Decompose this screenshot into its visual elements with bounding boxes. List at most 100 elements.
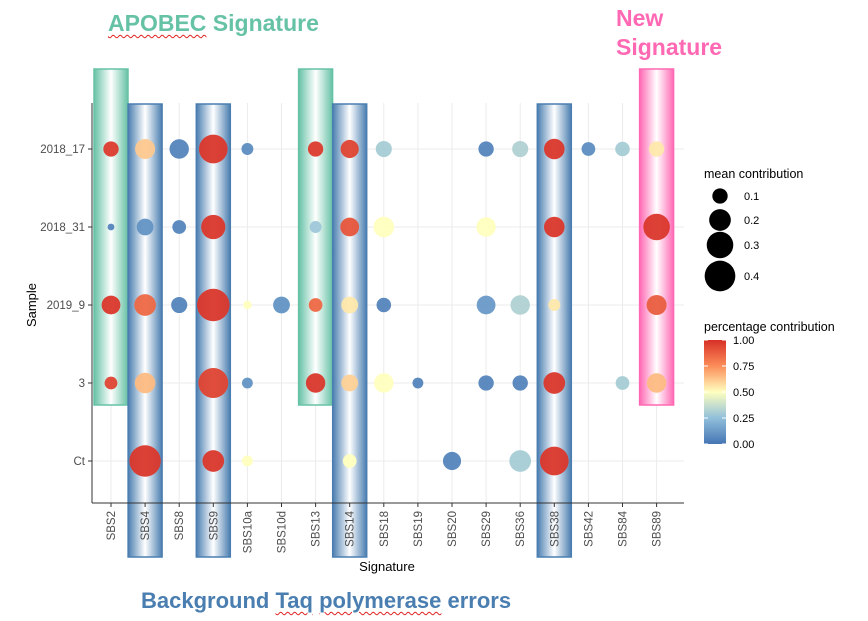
color-legend-title: percentage contribution xyxy=(704,320,835,334)
data-point xyxy=(509,450,532,472)
x-axis-label: Signature xyxy=(359,559,415,574)
y-tick-label: 3 xyxy=(79,378,85,390)
data-point xyxy=(241,377,253,389)
axes xyxy=(88,103,684,507)
x-tick-label: SBS89 xyxy=(652,511,664,547)
data-point xyxy=(103,141,119,157)
apobec-word: APOBEC xyxy=(108,10,207,36)
data-point xyxy=(241,455,253,467)
bg-pre: Background xyxy=(141,588,276,613)
size-legend-label: 0.4 xyxy=(744,271,759,283)
new-line-2: Signature xyxy=(616,34,723,60)
data-point xyxy=(615,141,630,157)
data-point xyxy=(273,296,290,314)
y-tick-label: 2019_9 xyxy=(47,300,85,312)
color-legend-label: 0.25 xyxy=(733,413,754,425)
data-point xyxy=(476,217,496,237)
data-point xyxy=(646,294,667,316)
color-legend-label: 0.00 xyxy=(733,439,754,451)
y-tick-label: 2018_31 xyxy=(40,222,85,234)
data-point xyxy=(198,368,229,398)
size-legend-key xyxy=(706,231,734,259)
highlight-box-sbs9 xyxy=(195,103,232,558)
size-legend-label: 0.3 xyxy=(744,240,759,252)
data-point xyxy=(646,373,667,393)
data-point xyxy=(476,295,496,315)
background-errors-annotation: Background Taq polymerase errors xyxy=(141,588,511,614)
data-point xyxy=(548,299,561,311)
size-legend-key xyxy=(704,260,736,292)
apobec-rest: Signature xyxy=(206,10,319,36)
data-point xyxy=(134,294,156,316)
x-tick-label: SBS10a xyxy=(242,510,254,553)
data-point xyxy=(172,220,187,234)
data-point xyxy=(134,372,156,394)
highlight-box-sbs4 xyxy=(127,103,163,558)
data-point xyxy=(305,373,326,393)
data-point xyxy=(412,377,424,389)
x-tick-label: SBS36 xyxy=(515,511,527,547)
y-tick-label: 2018_17 xyxy=(40,144,85,156)
data-point xyxy=(643,213,670,241)
data-point xyxy=(341,296,359,314)
data-point xyxy=(340,217,360,237)
size-legend-key xyxy=(712,188,728,204)
size-legend-label: 0.1 xyxy=(744,191,759,203)
color-legend-label: 1.00 xyxy=(733,335,754,347)
data-point xyxy=(340,139,359,159)
data-point xyxy=(341,374,359,392)
data-point xyxy=(307,141,324,157)
highlight-box-sbs13 xyxy=(297,68,334,406)
color-legend-label: 0.75 xyxy=(733,361,754,373)
x-tick-label: SBS4 xyxy=(140,510,152,540)
x-tick-label: SBS29 xyxy=(481,511,493,547)
data-point xyxy=(544,138,565,160)
data-point xyxy=(241,143,254,155)
data-point xyxy=(374,373,394,393)
data-point xyxy=(169,139,189,159)
data-point xyxy=(648,141,665,157)
size-legend: mean contribution 0.1 0.2 0.3 0.4 xyxy=(704,167,803,292)
highlight-box-sbs14 xyxy=(331,103,368,558)
data-point xyxy=(243,300,252,310)
data-point xyxy=(442,451,462,471)
data-point xyxy=(202,450,225,472)
data-point xyxy=(615,376,630,390)
color-legend: percentage contribution 0.00 0.25 0.50 0.75… xyxy=(704,320,835,451)
data-point xyxy=(544,216,565,238)
data-point xyxy=(135,138,156,160)
bg-polymerase: polymerase xyxy=(319,588,442,613)
size-legend-key xyxy=(709,209,731,231)
data-point xyxy=(197,288,230,322)
data-point xyxy=(101,295,121,315)
x-tick-labels: SBS2 SBS4 SBS8 SBS9 SBS10a SBS10d SBS13 SBS14 SB… xyxy=(106,510,664,553)
x-tick-label: SBS18 xyxy=(379,511,391,547)
data-point xyxy=(129,445,161,477)
new-signature-annotation: New Signature xyxy=(616,4,746,62)
data-point xyxy=(543,372,566,394)
new-line-1: New xyxy=(616,5,664,31)
color-legend-label: 0.50 xyxy=(733,387,754,399)
data-point xyxy=(478,141,494,157)
x-tick-label: SBS19 xyxy=(413,511,425,547)
data-point xyxy=(309,221,322,233)
size-legend-label: 0.2 xyxy=(744,215,759,227)
highlight-box-sbs2 xyxy=(93,68,129,406)
bg-taq: Taq xyxy=(275,588,313,613)
color-scale-bar xyxy=(704,340,726,444)
y-tick-labels: 2018_17 2018_31 2019_9 3 Ct xyxy=(40,144,86,468)
y-tick-label: Ct xyxy=(74,456,86,468)
size-legend-title: mean contribution xyxy=(704,167,803,181)
x-tick-label: SBS38 xyxy=(549,511,561,547)
data-points xyxy=(101,134,670,477)
bg-post: errors xyxy=(441,588,512,613)
x-tick-label: SBS8 xyxy=(174,511,186,540)
data-point xyxy=(581,142,596,156)
data-point xyxy=(510,295,530,315)
data-point xyxy=(171,296,188,314)
data-point xyxy=(373,216,395,238)
x-tick-label: SBS84 xyxy=(618,510,630,546)
apobec-signature-annotation: APOBEC Signature xyxy=(108,10,319,37)
x-tick-label: SBS2 xyxy=(106,511,118,540)
